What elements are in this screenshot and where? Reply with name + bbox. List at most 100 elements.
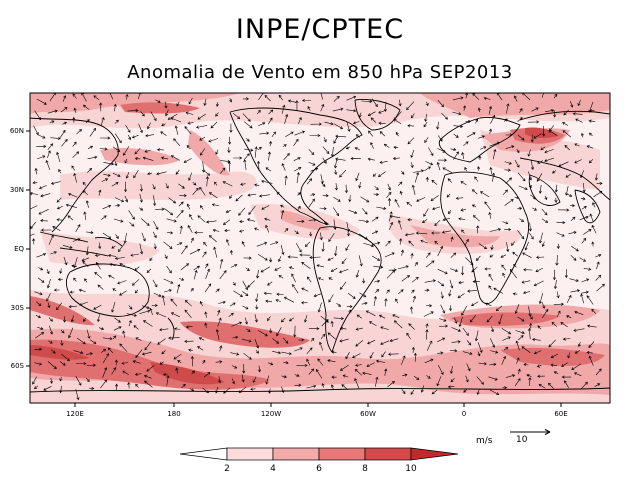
wind-vector	[32, 238, 36, 245]
wind-vector	[126, 313, 137, 317]
wind-vector	[320, 103, 325, 112]
wind-vector	[213, 246, 218, 258]
wind-vector	[310, 167, 319, 172]
wind-vector	[556, 243, 560, 250]
wind-vector	[108, 274, 115, 279]
wind-vector	[411, 346, 415, 353]
wind-vector	[219, 258, 224, 269]
wind-vector	[397, 265, 409, 270]
wind-vector	[76, 337, 86, 345]
wind-vector	[334, 159, 338, 169]
wind-vector	[61, 353, 70, 362]
wind-vector	[547, 382, 554, 389]
wind-vector	[571, 363, 582, 371]
wind-vector	[438, 158, 447, 162]
wind-vector	[493, 287, 504, 294]
wind-vector	[122, 370, 129, 375]
lat-label-30s: 30S	[11, 304, 25, 312]
wind-vector	[595, 254, 602, 258]
wind-vector	[100, 379, 107, 389]
wind-vector	[335, 134, 347, 138]
wind-vector	[73, 172, 77, 183]
wind-vector	[370, 141, 374, 149]
wind-vector	[114, 161, 118, 167]
wind-vector	[258, 122, 266, 127]
wind-vector	[75, 224, 81, 232]
wind-vector	[34, 291, 43, 296]
wind-vector	[258, 194, 270, 198]
wind-vector	[199, 205, 204, 210]
wind-vector	[190, 355, 194, 367]
wind-vector	[544, 149, 554, 154]
wind-vector	[123, 232, 127, 244]
wind-vector	[530, 134, 534, 143]
wind-vector	[298, 338, 305, 342]
wind-vector	[128, 319, 132, 327]
wind-vector	[114, 203, 121, 208]
wind-vector	[401, 170, 405, 175]
wind-vector	[386, 191, 392, 198]
wind-vector	[577, 342, 581, 348]
wind-vector	[186, 203, 191, 210]
wind-vector	[477, 107, 481, 113]
wind-vector	[267, 316, 271, 322]
wind-vector	[378, 314, 386, 319]
wind-vector	[308, 161, 316, 166]
wind-vector	[117, 280, 127, 285]
wind-vector	[489, 254, 494, 258]
wind-vector	[371, 216, 379, 222]
wind-vector	[99, 136, 111, 140]
wind-vector	[146, 365, 155, 372]
coastline-north-america	[229, 107, 363, 225]
wind-vector	[38, 185, 47, 190]
wind-vector	[230, 264, 238, 268]
wind-vector	[47, 150, 51, 159]
wind-vector	[328, 277, 333, 281]
wind-vector	[333, 219, 337, 230]
wind-vector	[400, 249, 404, 256]
coastline-asia	[30, 110, 610, 233]
wind-vector	[233, 290, 243, 297]
wind-vector	[227, 161, 231, 172]
wind-vector	[516, 357, 520, 364]
wind-vector	[490, 350, 499, 354]
wind-vector	[466, 363, 471, 372]
wind-vector	[159, 328, 169, 332]
wind-vector	[422, 219, 428, 223]
wind-vector	[166, 218, 177, 223]
wind-vector	[304, 315, 308, 323]
colorbar-segment-1	[226, 447, 274, 461]
wind-vector	[387, 197, 392, 207]
wind-vector	[355, 327, 363, 331]
wind-vector	[143, 374, 152, 379]
wind-vector	[556, 291, 560, 299]
wind-vector	[414, 375, 420, 380]
wind-vector	[278, 94, 283, 101]
wind-vector	[379, 160, 388, 164]
wind-vector	[97, 284, 104, 290]
wind-vector	[102, 204, 112, 210]
wind-vector	[448, 290, 452, 297]
wind-vector	[474, 330, 479, 342]
wind-vector	[125, 171, 130, 179]
wind-vector	[490, 114, 496, 124]
wind-vector	[100, 117, 105, 127]
wind-vector	[586, 145, 594, 149]
wind-vector	[339, 364, 349, 371]
wind-vector	[264, 94, 271, 102]
wind-vector	[35, 315, 42, 319]
wind-vector	[231, 321, 243, 327]
wind-vector	[450, 252, 457, 258]
wind-vector	[56, 151, 61, 162]
wind-vector	[241, 241, 246, 247]
wind-vector	[231, 365, 238, 369]
wind-vector	[471, 266, 478, 273]
wind-vector	[535, 267, 543, 273]
wind-vector	[367, 339, 376, 345]
wind-vector	[269, 241, 279, 245]
wind-vector	[355, 363, 362, 367]
wind-vector	[489, 166, 493, 175]
wind-vector	[87, 155, 98, 160]
wind-vector	[215, 329, 220, 341]
wind-vector	[328, 294, 334, 303]
